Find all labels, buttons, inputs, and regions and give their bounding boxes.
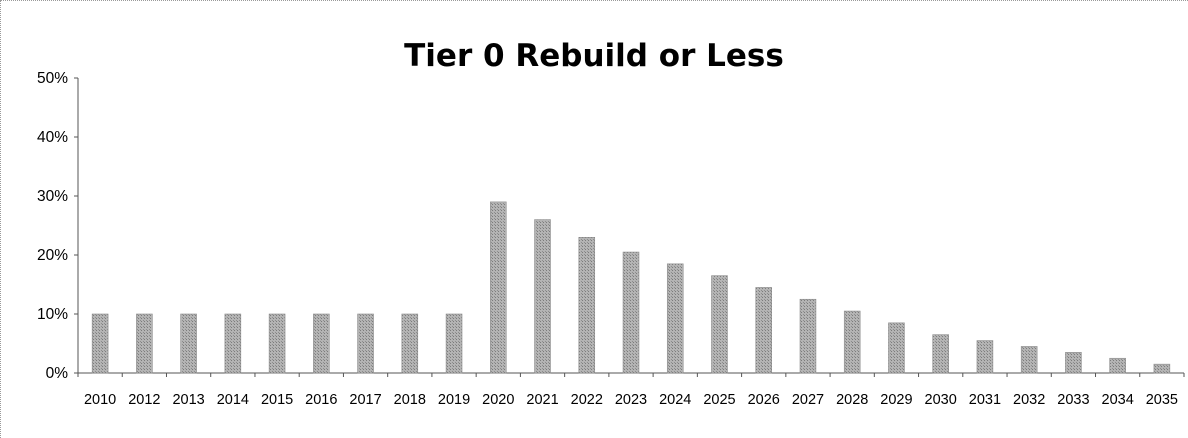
chart-title: Tier 0 Rebuild or Less bbox=[404, 38, 784, 74]
bar bbox=[843, 310, 861, 374]
x-tick-label: 2019 bbox=[438, 392, 470, 408]
x-tick-label: 2017 bbox=[349, 392, 381, 408]
x-tick-label: 2035 bbox=[1146, 392, 1178, 408]
bar bbox=[445, 313, 463, 374]
bar bbox=[799, 298, 817, 374]
y-tick-label: 30% bbox=[37, 188, 68, 205]
x-tick-label: 2029 bbox=[880, 392, 912, 408]
bar bbox=[666, 263, 684, 374]
bar bbox=[268, 313, 286, 374]
x-tick-label: 2012 bbox=[128, 392, 160, 408]
x-tick-label: 2034 bbox=[1102, 392, 1134, 408]
bar bbox=[932, 334, 949, 374]
bar bbox=[888, 322, 905, 374]
x-tick-label: 2032 bbox=[1013, 392, 1045, 408]
x-tick-label: 2025 bbox=[703, 392, 735, 408]
bar bbox=[313, 313, 330, 374]
bar bbox=[91, 313, 109, 374]
y-tick-label: 20% bbox=[37, 247, 68, 264]
y-tick-label: 0% bbox=[46, 365, 69, 382]
x-tick-label: 2030 bbox=[925, 392, 957, 408]
y-tick-label: 10% bbox=[37, 306, 68, 323]
bar bbox=[578, 237, 596, 374]
x-tick-label: 2020 bbox=[482, 392, 514, 408]
bar bbox=[534, 219, 551, 374]
bar bbox=[180, 313, 197, 374]
bar bbox=[976, 340, 994, 374]
x-tick-label: 2018 bbox=[394, 392, 426, 408]
x-tick-label: 2026 bbox=[748, 392, 780, 408]
x-tick-label: 2010 bbox=[84, 392, 116, 408]
bar bbox=[224, 313, 242, 374]
x-tick-label: 2022 bbox=[571, 392, 603, 408]
x-tick-label: 2014 bbox=[217, 392, 249, 408]
bar bbox=[490, 201, 507, 374]
y-tick-label: 50% bbox=[37, 70, 68, 87]
y-tick-label: 40% bbox=[37, 129, 68, 146]
bar bbox=[1065, 352, 1082, 374]
x-tick-label: 2033 bbox=[1057, 392, 1089, 408]
bar bbox=[755, 287, 772, 374]
x-tick-label: 2027 bbox=[792, 392, 824, 408]
x-tick-label: 2023 bbox=[615, 392, 647, 408]
bar bbox=[711, 275, 728, 374]
x-tick-label: 2028 bbox=[836, 392, 868, 408]
bar bbox=[1153, 363, 1171, 374]
x-tick-label: 2031 bbox=[969, 392, 1001, 408]
x-tick-label: 2021 bbox=[526, 392, 558, 408]
bar bbox=[1020, 346, 1038, 374]
bar bbox=[622, 251, 640, 374]
bar bbox=[357, 313, 374, 374]
x-tick-label: 2024 bbox=[659, 392, 691, 408]
bar bbox=[401, 313, 419, 374]
x-tick-label: 2013 bbox=[172, 392, 204, 408]
bar bbox=[136, 313, 153, 374]
bar bbox=[1109, 357, 1126, 374]
x-tick-label: 2016 bbox=[305, 392, 337, 408]
x-tick-label: 2015 bbox=[261, 392, 293, 408]
